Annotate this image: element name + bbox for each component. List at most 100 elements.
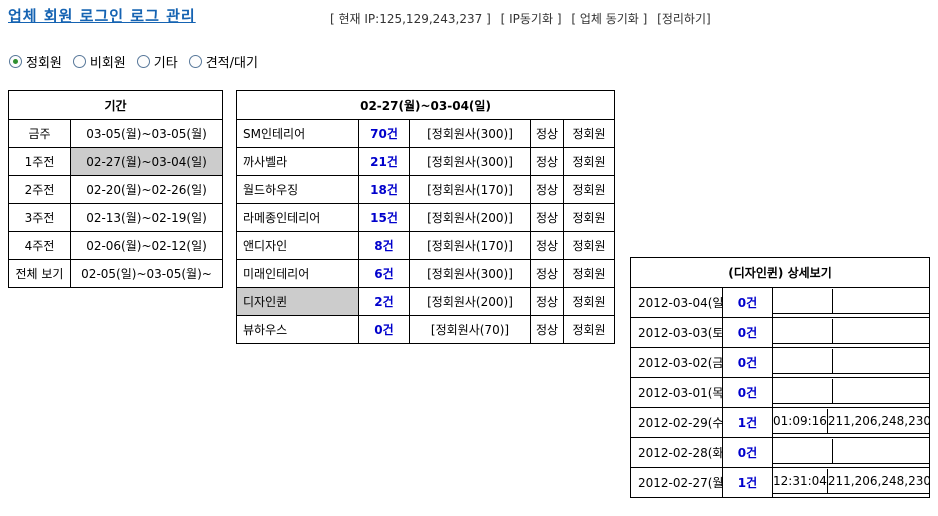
header-info-bar: [ 현재 IP:125,129,243,237 ] [ IP동기화 ] [ 업체… xyxy=(330,10,717,27)
table-row: 2012-03-02(금) 0건 xyxy=(630,347,931,378)
login-ip: 211,206,248,230 xyxy=(827,474,930,488)
period-range-selected: 02-27(월)~03-04(일) xyxy=(70,147,223,176)
table-row: 월드하우징 18건 [정회원사(170)] 정상 정회원 xyxy=(236,175,616,204)
cleanup-link[interactable]: [정리하기] xyxy=(657,12,711,26)
period-table: 기간 금주 03-05(월)~03-05(월) 1주전 02-27(월)~03-… xyxy=(8,90,223,288)
table-row: 2012-02-29(수) 1건 01:09:16 211,206,248,23… xyxy=(630,407,931,438)
radio-unchecked-icon[interactable] xyxy=(188,55,202,68)
membership-grade: [정회원사(300)] xyxy=(409,119,531,148)
table-row: 1주전 02-27(월)~03-04(일) xyxy=(8,147,223,176)
detail-log-cell xyxy=(771,287,931,318)
detail-count: 1건 xyxy=(722,407,773,438)
table-row: 앤디자인 8건 [정회원사(170)] 정상 정회원 xyxy=(236,231,616,260)
radio-non-member[interactable]: 비회원 xyxy=(72,52,126,71)
company-name[interactable]: 앤디자인 xyxy=(236,231,359,260)
radio-unchecked-icon[interactable] xyxy=(136,55,150,68)
radio-checked-icon[interactable] xyxy=(9,55,22,68)
table-row: 2012-03-01(목) 0건 xyxy=(630,377,931,408)
period-table-header: 기간 xyxy=(8,90,223,120)
company-detail-table: (디자인퀸) 상세보기 2012-03-04(일) 0건 2012-03-03(… xyxy=(629,257,931,498)
period-this-week[interactable]: 금주 xyxy=(8,119,71,148)
member-type-filter: 정회원 비회원 기타 견적/대기 xyxy=(9,52,258,71)
company-name[interactable]: SM인테리어 xyxy=(236,119,359,148)
table-row: 까사벨라 21건 [정회원사(300)] 정상 정회원 xyxy=(236,147,616,176)
company-name[interactable]: 까사벨라 xyxy=(236,147,359,176)
company-name[interactable]: 월드하우징 xyxy=(236,175,359,204)
member-type: 정회원 xyxy=(562,175,616,204)
table-row: 라메종인테리어 15건 [정회원사(200)] 정상 정회원 xyxy=(236,203,616,232)
table-row: 디자인퀸 2건 [정회원사(200)] 정상 정회원 xyxy=(236,287,616,316)
login-time xyxy=(774,379,833,403)
detail-date: 2012-02-29(수) xyxy=(630,407,723,438)
member-type: 정회원 xyxy=(562,315,616,344)
period-3-weeks-ago[interactable]: 3주전 xyxy=(8,203,71,232)
company-name-selected[interactable]: 디자인퀸 xyxy=(236,287,359,316)
radio-label: 기타 xyxy=(153,56,178,71)
period-4-weeks-ago[interactable]: 4주전 xyxy=(8,231,71,260)
login-count[interactable]: 21건 xyxy=(358,147,410,176)
detail-date: 2012-03-04(일) xyxy=(630,287,723,318)
login-time: 01:09:16 xyxy=(774,409,828,433)
page-title[interactable]: 업체 회원 로그인 로그 관리 xyxy=(8,7,196,25)
radio-regular-member[interactable]: 정회원 xyxy=(9,52,62,71)
member-type: 정회원 xyxy=(562,287,616,316)
membership-grade: [정회원사(170)] xyxy=(409,175,531,204)
status-label: 정상 xyxy=(530,119,564,148)
login-count[interactable]: 0건 xyxy=(358,315,410,344)
table-row: 4주전 02-06(월)~02-12(일) xyxy=(8,231,223,260)
membership-grade: [정회원사(300)] xyxy=(409,259,531,288)
table-row: 전체 보기 02-05(일)~03-05(월)~ xyxy=(8,259,223,288)
detail-count: 0건 xyxy=(722,317,773,348)
radio-etc[interactable]: 기타 xyxy=(136,52,178,71)
login-time: 12:31:04 xyxy=(774,469,828,493)
company-name[interactable]: 라메종인테리어 xyxy=(236,203,359,232)
member-type: 정회원 xyxy=(562,147,616,176)
login-time xyxy=(774,319,833,343)
login-time xyxy=(774,349,833,373)
member-type: 정회원 xyxy=(562,259,616,288)
period-range: 02-05(일)~03-05(월)~ xyxy=(70,259,223,288)
login-count[interactable]: 18건 xyxy=(358,175,410,204)
member-type: 정회원 xyxy=(562,203,616,232)
detail-count: 0건 xyxy=(722,437,773,468)
detail-log-cell xyxy=(771,317,931,348)
detail-log-cell xyxy=(771,437,931,468)
membership-grade: [정회원사(300)] xyxy=(409,147,531,176)
status-label: 정상 xyxy=(530,231,564,260)
company-name[interactable]: 뷰하우스 xyxy=(236,315,359,344)
status-label: 정상 xyxy=(530,203,564,232)
company-table-header: 02-27(월)~03-04(일) xyxy=(235,90,616,120)
detail-count: 0건 xyxy=(722,287,773,318)
login-count[interactable]: 6건 xyxy=(358,259,410,288)
member-type: 정회원 xyxy=(562,119,616,148)
company-name[interactable]: 미래인테리어 xyxy=(236,259,359,288)
detail-date: 2012-02-27(월) xyxy=(630,467,723,498)
period-view-all[interactable]: 전체 보기 xyxy=(8,259,71,288)
status-label: 정상 xyxy=(530,259,564,288)
radio-quote-waiting[interactable]: 견적/대기 xyxy=(188,52,258,71)
ip-sync-link[interactable]: [ IP동기화 ] xyxy=(500,12,562,26)
login-count[interactable]: 15건 xyxy=(358,203,410,232)
login-count[interactable]: 8건 xyxy=(358,231,410,260)
login-ip xyxy=(833,349,929,373)
table-row: 2012-02-27(월) 1건 12:31:04 211,206,248,23… xyxy=(630,467,931,498)
detail-log-cell: 01:09:16 211,206,248,230 xyxy=(771,407,931,438)
login-count[interactable]: 2건 xyxy=(358,287,410,316)
detail-date: 2012-03-02(금) xyxy=(630,347,723,378)
detail-count: 0건 xyxy=(722,377,773,408)
login-time xyxy=(774,439,833,463)
table-row: 2012-03-04(일) 0건 xyxy=(630,287,931,318)
period-2-weeks-ago[interactable]: 2주전 xyxy=(8,175,71,204)
status-label: 정상 xyxy=(530,175,564,204)
login-ip xyxy=(833,289,929,313)
radio-unchecked-icon[interactable] xyxy=(72,55,86,68)
period-1-week-ago[interactable]: 1주전 xyxy=(8,147,71,176)
current-ip-label: [ 현재 IP:125,129,243,237 ] xyxy=(330,12,491,26)
radio-label: 비회원 xyxy=(89,56,126,71)
login-count[interactable]: 70건 xyxy=(358,119,410,148)
company-sync-link[interactable]: [ 업체 동기화 ] xyxy=(571,12,648,26)
detail-log-cell: 12:31:04 211,206,248,230 xyxy=(771,467,931,498)
detail-log-cell xyxy=(771,347,931,378)
period-range: 02-20(월)~02-26(일) xyxy=(70,175,223,204)
detail-date: 2012-03-03(토) xyxy=(630,317,723,348)
